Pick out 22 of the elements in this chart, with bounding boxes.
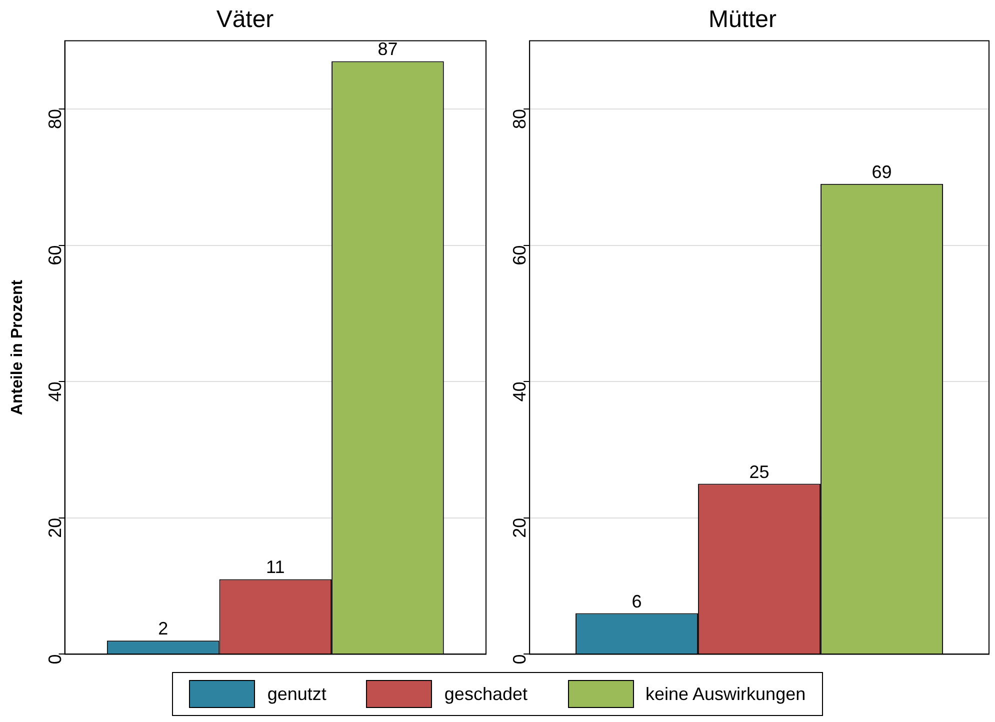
- y-tick-label: 80: [44, 108, 65, 129]
- data-label: 87: [378, 39, 398, 60]
- y-tick-label: 40: [44, 382, 65, 402]
- y-tick-label: 0: [510, 654, 530, 664]
- y-tick-label: 40: [510, 382, 530, 402]
- data-label: 11: [266, 557, 285, 578]
- chart-title: Väter: [216, 6, 274, 34]
- y-tick-label: 60: [44, 245, 65, 266]
- y-tick-label: 0: [44, 654, 65, 664]
- y-tick-label: 80: [510, 108, 530, 129]
- data-label: 6: [632, 591, 642, 612]
- y-tick-label: 20: [510, 518, 530, 538]
- legend-label: keine Auswirkungen: [646, 684, 806, 704]
- data-label: 69: [872, 162, 892, 182]
- chart-title: Mütter: [708, 6, 777, 34]
- data-label: 25: [749, 462, 770, 482]
- y-tick-label: 20: [44, 518, 65, 538]
- legend-label: geschadet: [444, 684, 528, 704]
- data-label: 2: [158, 618, 168, 639]
- y-tick-label: 60: [510, 245, 530, 266]
- legend-label: genutzt: [267, 684, 326, 704]
- y-axis-title: Anteile in Prozent: [9, 279, 26, 416]
